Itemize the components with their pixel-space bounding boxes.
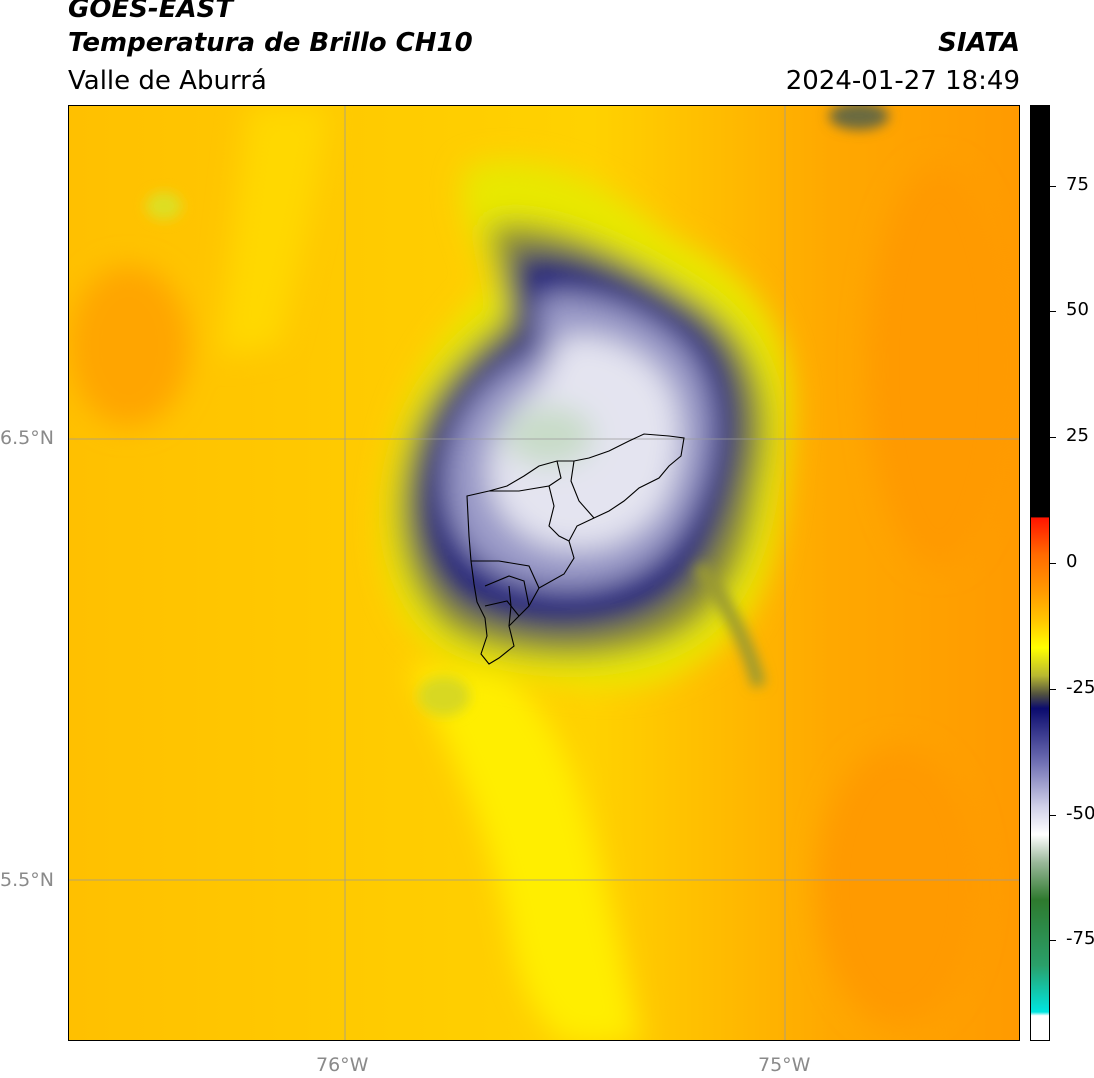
longitude-label: 75°W [758,1054,811,1076]
graticule [69,106,1019,1040]
boundary-copacabana [548,460,562,487]
colorbar-canvas [1031,106,1049,1040]
boundary-medellin [471,560,540,589]
map-title: GOES-EAST [68,0,234,24]
colorbar [1030,105,1050,1041]
storm-cloud [382,160,791,687]
map-canvas [69,106,1019,1040]
boundary-itagui [484,575,530,607]
colorbar-tick-mark [1050,814,1056,816]
colorbar-gradient [1031,106,1049,1040]
colorbar-tick-label: 0 [1066,550,1078,572]
organization-label: SIATA [938,28,1020,58]
municipal-boundaries [466,433,685,665]
colorbar-tick-mark [1050,562,1056,564]
boundary-girardota [570,460,595,519]
colorbar-tick-mark [1050,185,1056,187]
colorbar-tick-label: 25 [1066,425,1089,447]
colorbar-tick-label: 50 [1066,299,1089,321]
colorbar-tick-label: -25 [1066,676,1094,698]
yellow-band [69,106,1009,1040]
colorbar-tick-mark [1050,437,1056,439]
colorbar-tick-mark [1050,311,1056,313]
cloud-fragments [146,106,889,716]
timestamp-label: 2024-01-27 18:49 [785,66,1020,96]
colorbar-tick-label: 75 [1066,173,1089,195]
latitude-label: 5.5°N [0,869,54,891]
brightness-temperature-map [68,105,1020,1041]
colorbar-tick-mark [1050,688,1056,690]
map-subtitle: Temperatura de Brillo CH10 [68,28,473,58]
latitude-label: 6.5°N [0,427,54,449]
colorbar-tick-mark [1050,940,1056,942]
colorbar-tick-label: -75 [1066,928,1094,950]
region-label: Valle de Aburrá [68,66,267,96]
longitude-label: 76°W [316,1054,369,1076]
boundary-sabaneta [484,600,520,617]
boundary-envigado [508,585,512,627]
boundary-bello [489,485,570,542]
colorbar-tick-label: -50 [1066,802,1094,824]
